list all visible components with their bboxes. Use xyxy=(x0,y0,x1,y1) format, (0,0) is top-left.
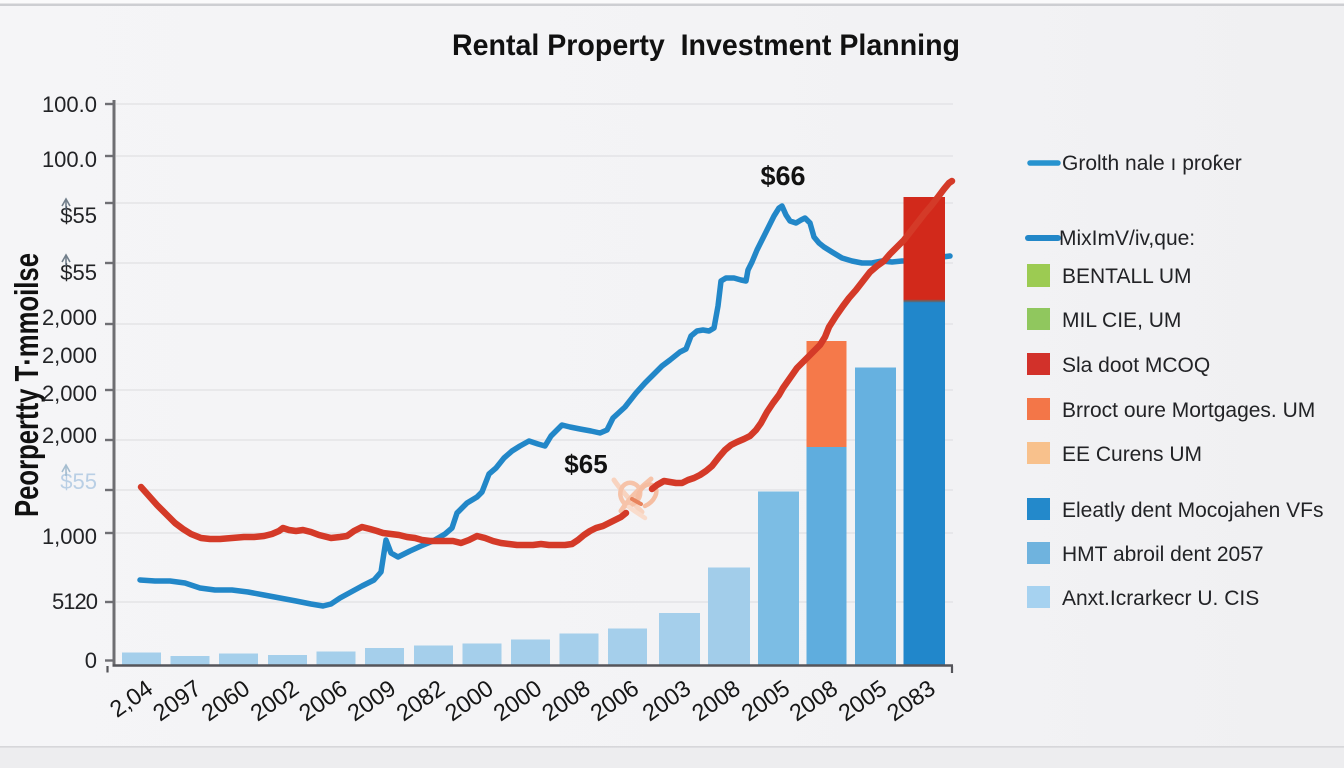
svg-text:MIL CIE, UM: MIL CIE, UM xyxy=(1062,309,1181,332)
svg-text:MixImV/iv,que:: MixImV/iv,que: xyxy=(1059,227,1195,250)
svg-text:$66: $66 xyxy=(760,161,805,191)
svg-text:2,000: 2,000 xyxy=(42,305,97,330)
svg-text:Grolth nale ı proƙer: Grolth nale ı proƙer xyxy=(1062,152,1242,175)
svg-text:Rental Property Investment Pl: Rental Property Investment Planning xyxy=(452,29,960,62)
svg-text:Brroct oure Mortgages. UM: Brroct oure Mortgages. UM xyxy=(1062,399,1315,422)
svg-text:2,000: 2,000 xyxy=(42,423,97,448)
svg-text:100.0: 100.0 xyxy=(42,147,97,172)
svg-text:100.0: 100.0 xyxy=(42,92,97,117)
svg-text:Anxt.Icrarkecr U. CIS: Anxt.Icrarkecr U. CIS xyxy=(1062,587,1259,610)
svg-text:0: 0 xyxy=(85,648,97,673)
svg-text:Eleatly dent Mocojahen VFs: Eleatly dent Mocojahen VFs xyxy=(1062,499,1323,522)
svg-text:5120: 5120 xyxy=(52,589,98,614)
svg-text:$65: $65 xyxy=(564,449,607,479)
svg-text:2,000: 2,000 xyxy=(42,381,97,406)
svg-text:HMT abroil dent 2057: HMT abroil dent 2057 xyxy=(1062,543,1264,566)
svg-text:Peorpertty T·mmoilse: Peorpertty T·mmoilse xyxy=(8,253,45,517)
svg-text:EE Curens UM: EE Curens UM xyxy=(1062,443,1202,466)
svg-text:Sla doot MCOQ: Sla doot MCOQ xyxy=(1062,354,1210,377)
svg-text:1,000: 1,000 xyxy=(42,524,97,549)
svg-text:2,000: 2,000 xyxy=(42,343,97,368)
svg-text:BENTALL UM: BENTALL UM xyxy=(1062,265,1192,288)
